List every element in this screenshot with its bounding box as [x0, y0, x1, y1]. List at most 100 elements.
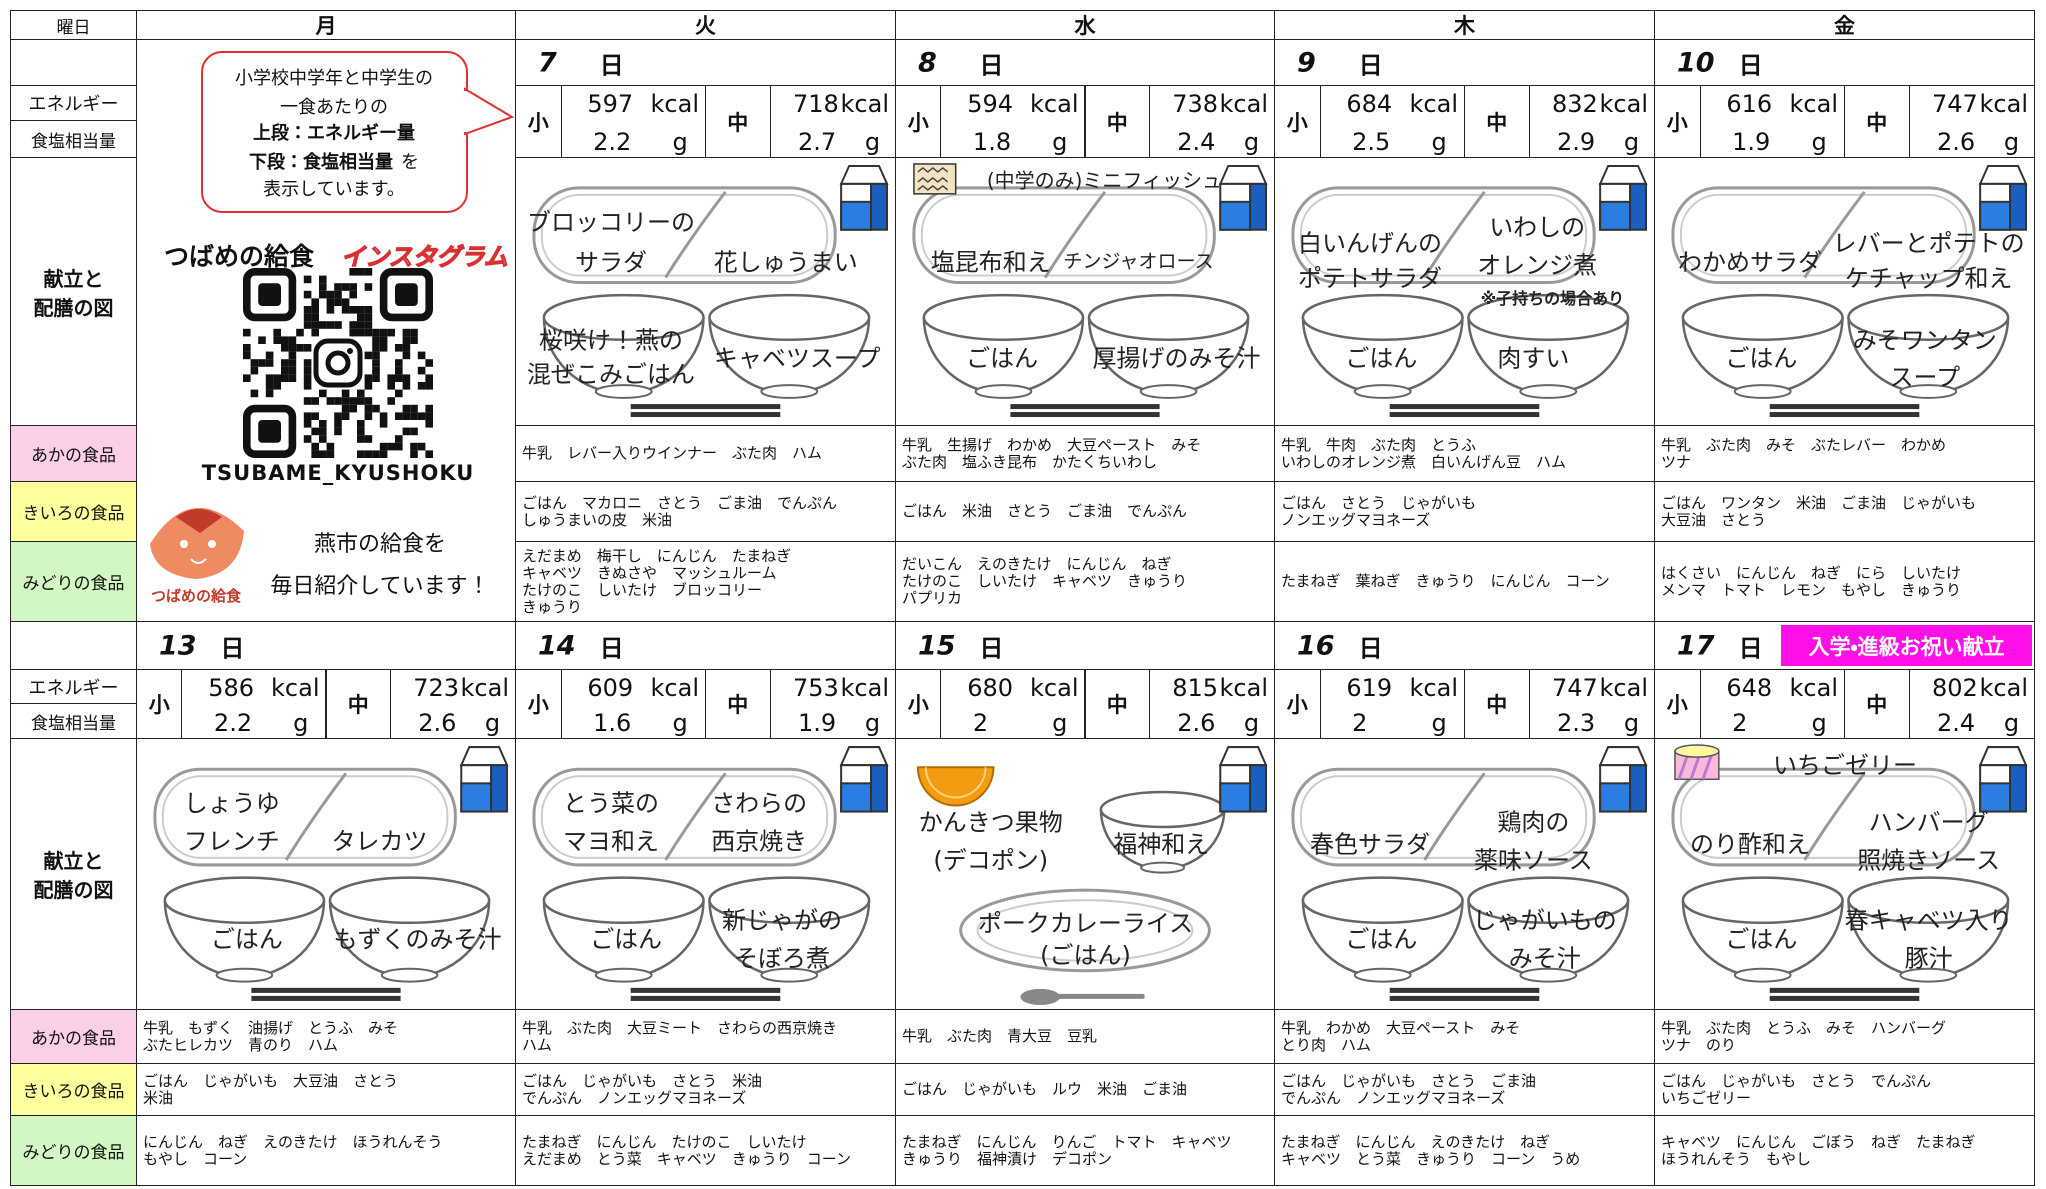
date: 7	[538, 47, 557, 78]
food-line: ごはん じゃがいも さとう ごま油	[1281, 1071, 1537, 1090]
value-cell: 619 kcal 2 g	[1319, 669, 1465, 739]
drawing	[387, 374, 395, 382]
salt-unit: g	[484, 708, 501, 737]
drawing	[1139, 384, 1198, 399]
drawing	[325, 350, 351, 376]
caption: 毎日紹介しています！	[270, 574, 490, 599]
drawing	[379, 420, 388, 428]
drawing	[319, 275, 327, 284]
dish-label: のり酢和え	[1690, 830, 1810, 859]
drawing	[364, 382, 373, 390]
drawing	[402, 374, 411, 382]
label-cell: 献立と 配膳の図	[10, 738, 137, 1010]
salt-value: 1.6	[593, 708, 632, 737]
drawing	[357, 427, 365, 436]
food-cell: ごはん じゃがいも 大豆油 さとう 米油	[136, 1063, 516, 1116]
salt-value: 2	[972, 708, 989, 737]
drawing	[410, 442, 418, 451]
drawing	[341, 404, 350, 413]
corner-label: 曜日	[56, 17, 91, 38]
drawing	[349, 328, 357, 337]
level-cell: 中	[325, 669, 391, 739]
value-cell: 738 kcal 2.4 g	[1148, 85, 1275, 158]
level-cell: 小	[895, 85, 942, 158]
drawing	[303, 420, 312, 428]
diagram-cell: かんきつ果物 (デコポン) 福神和え ポークカレーライス (ごはん)	[895, 738, 1275, 1010]
food-cell: たまねぎ にんじん えのきたけ ねぎ キャベツ とう菜 きゅうり コーン うめ	[1274, 1115, 1655, 1186]
drawing	[303, 306, 312, 314]
drawing	[1423, 772, 1486, 861]
drawing	[402, 404, 411, 413]
food-cell: ごはん じゃがいも ルウ 米油 ごま油	[895, 1063, 1275, 1116]
value-cell: 609 kcal 1.6 g	[560, 669, 706, 739]
drawing	[460, 782, 493, 813]
drawing	[924, 767, 987, 799]
drawing	[334, 412, 342, 420]
drawing	[319, 427, 327, 436]
drawing	[1599, 782, 1632, 813]
kcal-value: 753	[792, 674, 839, 703]
drawing	[243, 344, 251, 352]
food-cell: ごはん じゃがいも さとう ごま油 でんぷん ノンエッグマヨネーズ	[1274, 1063, 1655, 1116]
value-cell: 594 kcal 1.8 g	[940, 85, 1086, 158]
drawing	[288, 366, 297, 375]
drawing	[265, 351, 274, 360]
value-cell: 815 kcal 2.6 g	[1148, 669, 1275, 739]
dish-label: ポテトサラダ	[1298, 264, 1442, 293]
row-label: 献立と	[43, 266, 104, 291]
salt-unit: g	[1052, 127, 1068, 156]
value-cell: 723 kcal 2.6 g	[389, 669, 516, 739]
header-cell: 金	[1654, 10, 2035, 40]
drawing	[540, 775, 829, 859]
kcal-value: 609	[587, 674, 634, 703]
food-line: ツナ のり	[1661, 1035, 1737, 1054]
value-cell: 680 kcal 2 g	[940, 669, 1086, 739]
dish-label: 福神和え	[1113, 830, 1210, 859]
kcal-value: 747	[1551, 674, 1598, 703]
drawing	[1847, 293, 2010, 341]
date: 16	[1297, 630, 1335, 661]
dish-label: マヨ和え	[563, 827, 659, 856]
drawing	[372, 359, 380, 367]
drawing	[387, 382, 395, 390]
food-line: 牛乳 もずく 油揚げ とうふ みそ	[143, 1018, 399, 1037]
salt-unit: g	[293, 708, 309, 737]
row-label: 献立と	[43, 849, 104, 873]
weekday: 金	[1834, 14, 1855, 38]
drawing	[281, 344, 289, 352]
drawing	[1671, 186, 1976, 285]
day-unit: 日	[1738, 634, 1763, 662]
drawing	[402, 344, 411, 352]
drawing	[1979, 782, 2012, 813]
tray-drawing	[1291, 746, 1648, 1001]
drawing	[326, 450, 335, 458]
drawing	[364, 351, 373, 360]
tray-drawing	[532, 746, 889, 1001]
drawing	[357, 389, 365, 398]
dish-label: 西京焼き	[711, 827, 808, 856]
drawing	[1249, 764, 1268, 813]
food-line: いちごゼリー	[1661, 1088, 1752, 1107]
day-unit: 日	[1358, 634, 1383, 662]
salt-value: 1.9	[797, 708, 837, 737]
drawing	[150, 507, 244, 579]
drawing	[319, 435, 327, 443]
level-cell: 小	[515, 85, 562, 158]
drawing	[542, 293, 705, 341]
level-label: 小	[1666, 693, 1688, 717]
drawing	[1301, 876, 1464, 925]
drawing	[258, 336, 266, 344]
food-line: 牛乳 ぶた肉 青大豆 豆乳	[902, 1027, 1098, 1045]
level-label: 小	[907, 110, 929, 135]
drawing	[379, 450, 388, 458]
food-cell: キャベツ にんじん ごぼう ねぎ たまねぎ ほうれんそう もやし	[1654, 1115, 2035, 1186]
level-cell: 中	[1844, 669, 1910, 739]
drawing	[243, 268, 297, 322]
drawing	[708, 876, 871, 925]
notice-text: を	[401, 152, 419, 173]
drawing	[387, 397, 395, 405]
kcal-value: 648	[1726, 674, 1773, 703]
drawing	[334, 397, 342, 405]
drawing	[334, 321, 342, 329]
drawing	[1598, 164, 1648, 185]
